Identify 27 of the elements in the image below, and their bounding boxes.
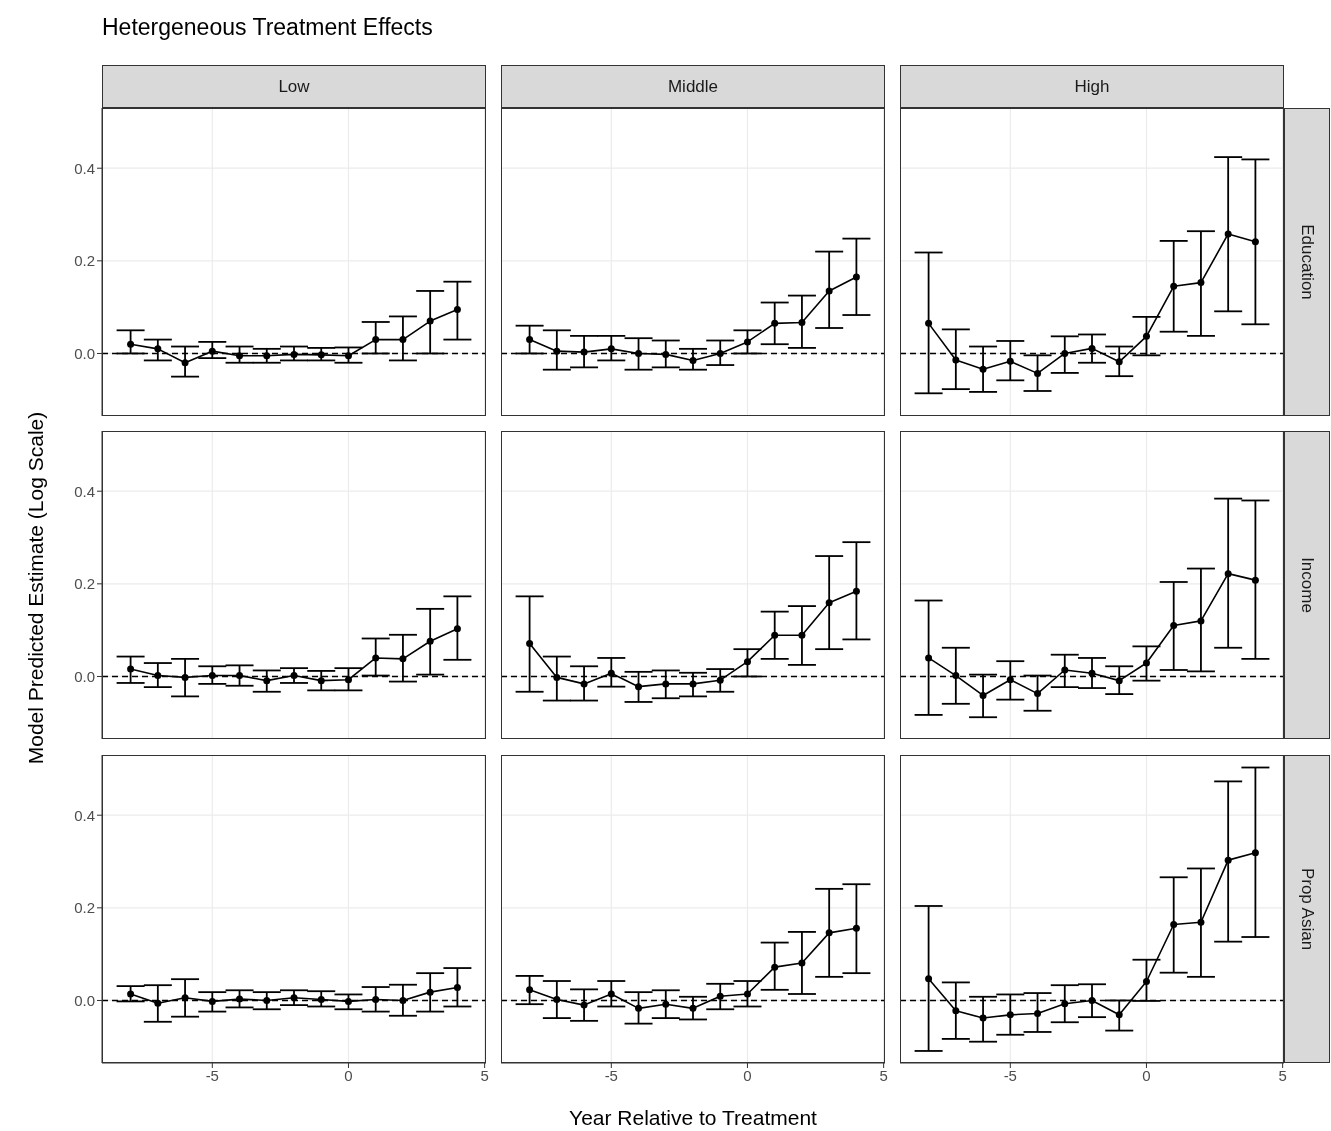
x-tick-label: 5 bbox=[480, 1066, 489, 1084]
y-tick-label: 0.4 bbox=[74, 159, 95, 177]
y-tick-label: 0.2 bbox=[74, 252, 95, 270]
x-tick-label: 0 bbox=[344, 1066, 353, 1084]
y2-axis-title: Prop Asian bbox=[1297, 867, 1318, 951]
x-tick-label: -5 bbox=[1003, 1066, 1017, 1084]
y-tick-label: 0.0 bbox=[74, 991, 95, 1009]
x-tick-label: 5 bbox=[879, 1066, 888, 1084]
chart-subtitle: Low bbox=[102, 65, 486, 108]
x-tick-label: 5 bbox=[1278, 1066, 1287, 1084]
y-tick-label: 0.2 bbox=[74, 899, 95, 917]
x-tick-label: -5 bbox=[604, 1066, 618, 1084]
chart-title: Hetergeneous Treatment Effects bbox=[102, 14, 433, 41]
y-tick-label: 0.4 bbox=[74, 482, 95, 500]
y-tick-label: 0.2 bbox=[74, 575, 95, 593]
x-tick-label: 0 bbox=[1142, 1066, 1151, 1084]
y-tick-label: 0.0 bbox=[74, 344, 95, 362]
y-tick-label: 0.4 bbox=[74, 806, 95, 824]
y-axis-title: Model Predicted Estimate (Log Scale) bbox=[24, 411, 48, 765]
chart-subtitle: High bbox=[900, 65, 1284, 108]
y2-axis-title: Income bbox=[1297, 557, 1317, 613]
x-tick-label: -5 bbox=[205, 1066, 219, 1084]
x-axis-title: Year Relative to Treatment bbox=[569, 1106, 817, 1130]
y-tick-label: 0.0 bbox=[74, 667, 95, 685]
y2-axis-title: Education bbox=[1297, 224, 1317, 300]
chart-subtitle: Middle bbox=[501, 65, 885, 108]
x-tick-label: 0 bbox=[743, 1066, 752, 1084]
